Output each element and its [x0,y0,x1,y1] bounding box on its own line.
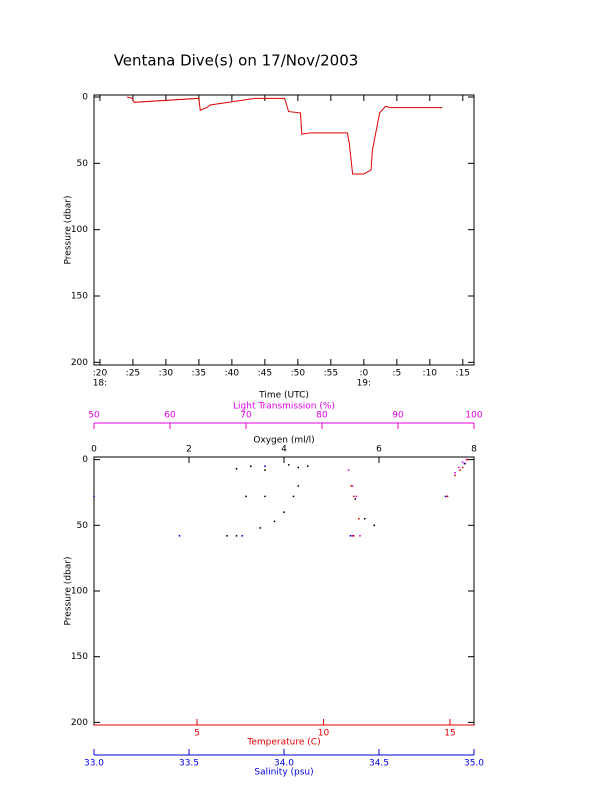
x-tick-label: 4 [281,445,287,455]
x-tick-label: :15 [456,369,470,379]
data-point [264,465,266,468]
x-tick-label: 8 [471,445,477,455]
data-point [352,495,355,498]
data-point [226,534,228,537]
y-tick-label: 150 [71,292,88,302]
data-point [454,474,456,477]
x-tick-label: 10 [318,729,330,739]
data-point [347,469,350,472]
pressure-line [126,96,443,175]
data-point [465,458,468,461]
y-axis-label: Pressure (dbar) [64,557,74,626]
hour-label: 19: [357,379,371,389]
data-point [287,463,290,466]
data-point [273,520,276,523]
data-point [352,534,355,537]
data-point [459,469,461,472]
data-point [259,527,262,529]
x-tick-label: 80 [316,411,328,421]
data-point [249,465,252,468]
x-tick-label: :20 [93,369,108,379]
x-tick-label: 33.0 [84,759,104,769]
data-point [373,524,376,527]
x-tick-label: :10 [423,369,438,379]
x-tick-label: :35 [192,369,206,379]
y-tick-label: 200 [71,358,88,368]
y-axis-label: Pressure (dbar) [64,196,74,265]
y-tick-label: 0 [82,455,88,465]
data-point [241,534,244,537]
data-point [292,495,295,498]
x-tick-label: 15 [444,729,455,739]
x-tick-label: :55 [324,369,338,379]
x-axis-label: Temperature (C) [246,738,320,748]
plot-frame [93,94,475,366]
data-point [297,485,300,487]
data-point [446,495,449,498]
data-point [245,495,247,498]
hour-label: 18: [93,379,107,389]
data-point [461,466,464,469]
data-point [359,534,361,537]
x-tick-label: 0 [91,445,97,455]
x-tick-label: 33.5 [179,759,199,769]
data-point [444,495,447,498]
x-tick-label: 34.5 [369,759,389,769]
data-point [357,517,360,520]
y-tick-label: 200 [71,718,88,728]
x-tick-label: :25 [126,369,140,379]
y-tick-label: 50 [77,159,89,169]
data-point [454,471,456,474]
x-axis-label: Light Transmission (%) [233,402,335,412]
x-tick-label: 70 [240,411,252,421]
data-point [351,534,354,537]
x-tick-label: 60 [164,411,176,421]
data-point [306,465,309,468]
x-tick-label: 34.0 [274,759,294,769]
y-tick-label: 50 [77,521,89,531]
y-tick-label: 100 [71,587,88,597]
x-tick-label: 5 [194,729,200,739]
data-point [349,534,352,537]
x-tick-label: 90 [392,411,404,421]
data-point [93,495,95,498]
y-tick-label: 0 [82,92,88,102]
data-point [457,466,460,469]
data-point [350,485,353,487]
x-tick-label: :5 [392,369,401,379]
x-tick-label: 100 [465,411,482,421]
x-axis-label: Salinity (psu) [254,768,313,778]
x-tick-label: :40 [225,369,240,379]
data-point [363,517,366,520]
data-point [235,534,238,537]
x-tick-label: :30 [159,369,174,379]
data-point [178,534,181,537]
y-tick-label: 150 [71,652,88,662]
data-point [466,458,469,461]
x-tick-label: 35.0 [464,759,484,769]
x-axis-label: Oxygen (ml/l) [253,436,314,446]
x-axis-label: Time (UTC) [258,391,309,401]
data-point [461,461,464,464]
data-point [355,495,358,498]
chart-title: Ventana Dive(s) on 17/Nov/2003 [114,52,359,70]
data-point [264,495,266,498]
x-tick-label: 50 [88,411,100,421]
x-tick-label: :45 [258,369,272,379]
data-point [463,462,466,465]
y-tick-label: 100 [71,225,88,235]
data-point [264,469,266,472]
data-point [354,498,357,500]
x-tick-label: 6 [376,445,382,455]
data-point [297,466,300,469]
data-point [283,511,285,514]
plot-frame [93,456,475,726]
x-tick-label: :0 [359,369,368,379]
x-tick-label: 2 [186,445,192,455]
x-tick-label: :50 [291,369,306,379]
data-point [235,467,238,470]
